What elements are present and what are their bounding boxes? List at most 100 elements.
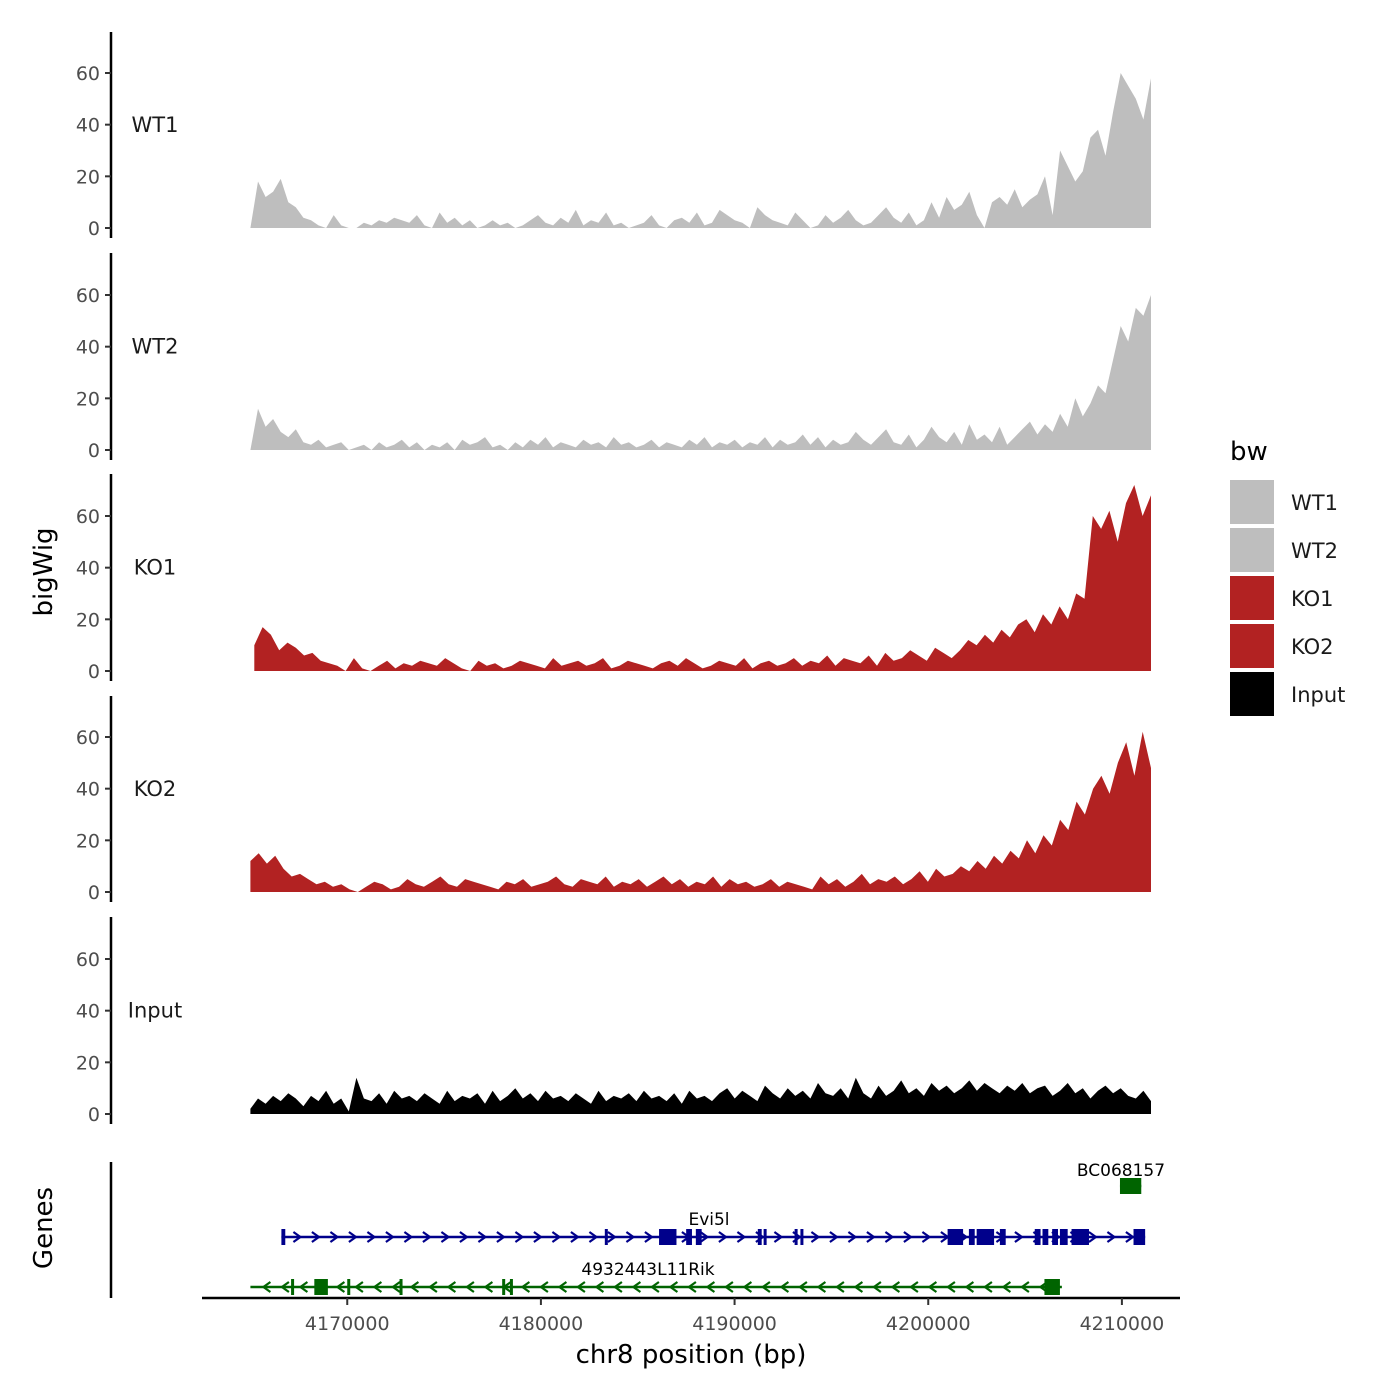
exon xyxy=(976,1229,995,1245)
strand-arrow xyxy=(292,1231,303,1243)
legend-item-wt2: WT2 xyxy=(1230,528,1338,572)
y-tick-label: 0 xyxy=(88,1104,100,1126)
track-wt2: 0 20 40 60 WT2 xyxy=(76,253,1151,462)
exon xyxy=(1042,1229,1049,1245)
strand-arrow xyxy=(631,1281,642,1293)
strand-arrow xyxy=(422,1231,432,1243)
strand-arrow xyxy=(927,1281,938,1293)
strand-arrow xyxy=(921,1231,932,1243)
track-label: Input xyxy=(128,999,182,1023)
strand-arrow xyxy=(853,1281,864,1293)
gene-bc068157: BC068157 xyxy=(1077,1161,1165,1194)
strand-arrow xyxy=(1014,1231,1024,1243)
strand-arrow xyxy=(576,1281,586,1293)
track-label: KO2 xyxy=(134,777,177,801)
legend-label: Input xyxy=(1291,683,1345,707)
legend-swatch xyxy=(1230,672,1274,716)
strand-arrow xyxy=(391,1281,401,1293)
exon xyxy=(1119,1178,1142,1194)
strand-arrow xyxy=(903,1231,913,1243)
strand-arrow xyxy=(594,1281,605,1293)
exon xyxy=(399,1279,403,1295)
strand-arrow xyxy=(551,1231,562,1243)
exon xyxy=(999,1229,1006,1245)
strand-arrow xyxy=(964,1281,975,1293)
strand-arrow xyxy=(1088,1231,1098,1243)
exon xyxy=(314,1279,328,1295)
y-tick-label: 40 xyxy=(76,115,100,137)
exon xyxy=(968,1229,975,1245)
strand-arrow xyxy=(736,1231,747,1243)
genes-track-title: Genes xyxy=(29,1187,59,1269)
gene-label: BC068157 xyxy=(1077,1161,1165,1181)
legend-title: bw xyxy=(1230,437,1268,467)
y-tick-label: 60 xyxy=(76,63,100,85)
track-input: 0 20 40 60 Input xyxy=(76,917,1151,1126)
exon xyxy=(794,1229,798,1245)
signal-area-wt2 xyxy=(250,295,1151,450)
bigwig-tracks: 0 20 40 60 WT1 0 20 40 60 WT2 0 20 40 60 KO1 0 20 40 60 KO2… xyxy=(76,32,1152,1126)
y-tick-label: 40 xyxy=(76,1001,100,1023)
strand-arrow xyxy=(884,1231,895,1243)
gene-label: Evi5l xyxy=(688,1210,729,1230)
exon xyxy=(291,1279,295,1295)
exon xyxy=(604,1229,608,1245)
strand-arrow xyxy=(483,1281,494,1293)
strand-arrow xyxy=(514,1231,525,1243)
strand-arrow xyxy=(372,1281,383,1293)
track-label: WT1 xyxy=(132,113,179,137)
strand-arrow xyxy=(909,1281,919,1293)
y-tick-label: 60 xyxy=(76,285,100,307)
strand-arrow xyxy=(477,1231,488,1243)
exon xyxy=(757,1229,762,1245)
strand-arrow xyxy=(699,1231,710,1243)
strand-arrow xyxy=(847,1231,858,1243)
strand-arrow xyxy=(311,1231,321,1243)
strand-arrow xyxy=(446,1281,457,1293)
strand-arrow xyxy=(890,1281,901,1293)
x-tick-label: 4210000 xyxy=(1080,1313,1165,1335)
signal-area-ko1 xyxy=(254,485,1152,671)
gene-4932443l11rik: 4932443L11Rik xyxy=(250,1260,1062,1295)
strand-arrow xyxy=(761,1281,771,1293)
y-tick-label: 0 xyxy=(88,882,100,904)
legend-label: KO1 xyxy=(1291,587,1334,611)
y-tick-label: 20 xyxy=(76,830,100,852)
x-tick-label: 4200000 xyxy=(886,1313,971,1335)
strand-arrow xyxy=(1020,1281,1030,1293)
strand-arrow xyxy=(946,1281,956,1293)
exon xyxy=(347,1279,351,1295)
y-tick-label: 40 xyxy=(76,558,100,580)
y-tick-label: 40 xyxy=(76,337,100,359)
strand-arrow xyxy=(798,1281,808,1293)
strand-arrow xyxy=(329,1231,340,1243)
gene-evi5l: Evi5l xyxy=(281,1210,1146,1245)
genes-track: BC068157 Evi5l 4932443L11Rik xyxy=(109,1161,1165,1298)
exon xyxy=(947,1229,964,1245)
strand-arrow xyxy=(742,1281,753,1293)
signal-area-input xyxy=(250,1077,1151,1114)
strand-arrow xyxy=(724,1281,734,1293)
y-tick-label: 60 xyxy=(76,727,100,749)
strand-arrow xyxy=(650,1281,660,1293)
strand-arrow xyxy=(773,1231,784,1243)
y-tick-label: 60 xyxy=(76,506,100,528)
exon xyxy=(695,1229,702,1245)
x-tick-label: 4180000 xyxy=(499,1313,584,1335)
strand-arrow xyxy=(668,1281,679,1293)
x-tick-label: 4190000 xyxy=(692,1313,777,1335)
gene-label: 4932443L11Rik xyxy=(581,1260,714,1280)
legend-label: WT1 xyxy=(1291,491,1338,515)
y-tick-label: 0 xyxy=(88,440,100,462)
track-label: WT2 xyxy=(132,335,179,359)
exon xyxy=(1052,1229,1058,1245)
y-tick-label: 60 xyxy=(76,949,100,971)
strand-arrow xyxy=(1125,1231,1135,1243)
strand-arrow xyxy=(644,1231,654,1243)
signal-area-ko2 xyxy=(250,731,1151,892)
legend-swatch xyxy=(1230,624,1274,668)
strand-arrow xyxy=(533,1231,543,1243)
strand-arrow xyxy=(810,1231,821,1243)
strand-arrow xyxy=(829,1231,839,1243)
strand-arrow xyxy=(557,1281,568,1293)
